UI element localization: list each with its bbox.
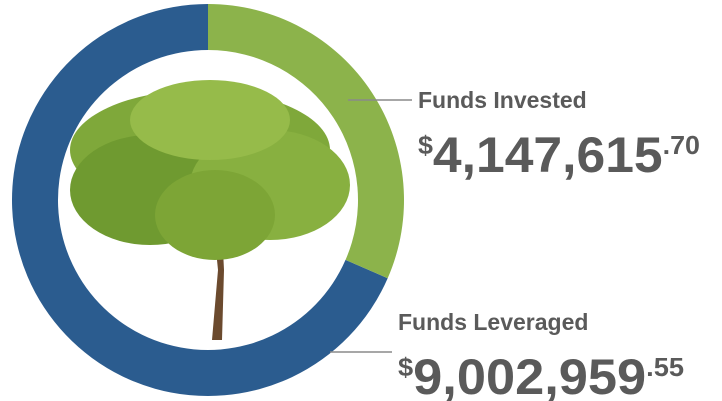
chart: Funds Invested $4,147,615.70 Funds Lever… — [0, 0, 722, 401]
category-label: Funds Leveraged — [398, 309, 588, 335]
value-label: $4,147,615.70 — [418, 127, 700, 183]
category-label: Funds Invested — [418, 87, 587, 113]
tree-illustration — [70, 80, 350, 340]
value-label: $9,002,959.55 — [398, 349, 684, 401]
